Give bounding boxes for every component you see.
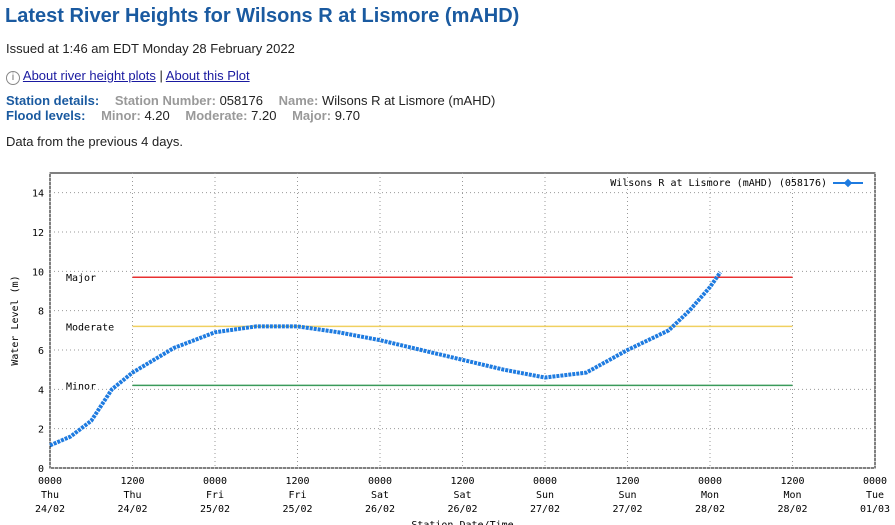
plot-frame [49, 172, 876, 469]
value: 058176 [219, 93, 263, 108]
value: Wilsons R at Lismore (mAHD) [321, 93, 496, 108]
x-tick-day: Sat [453, 490, 471, 501]
x-tick-day: Mon [701, 490, 719, 501]
x-tick-label: 1200 [120, 476, 144, 487]
station-details: Station details: Station Number: 058176 … [6, 93, 495, 108]
x-tick-label: 1200 [780, 476, 804, 487]
x-tick-day: Fri [206, 490, 224, 501]
label: Major: [292, 108, 332, 123]
y-tick-label: 2 [38, 425, 44, 436]
x-tick-day: Sun [618, 490, 636, 501]
x-tick-label: 0000 [533, 476, 557, 487]
value: 9.70 [334, 108, 360, 123]
x-tick-date: 27/02 [612, 504, 642, 515]
y-tick-label: 8 [38, 307, 44, 318]
x-tick-day: Sun [536, 490, 554, 501]
y-tick-label: 12 [32, 228, 44, 239]
x-tick-label: 0000 [203, 476, 227, 487]
x-tick-date: 26/02 [365, 504, 395, 515]
note: Data from the previous 4 days. [6, 134, 184, 149]
page-title: Latest River Heights for Wilsons R at Li… [5, 5, 520, 27]
separator: | [159, 68, 163, 83]
x-tick-day: Thu [123, 490, 141, 501]
y-tick-label: 0 [38, 464, 44, 475]
label: Station Number: [114, 93, 216, 108]
x-tick-day: Fri [288, 490, 306, 501]
label: Moderate: [185, 108, 248, 123]
flood-label: Major [66, 273, 96, 284]
x-tick-label: 1200 [450, 476, 474, 487]
x-tick-date: 24/02 [35, 504, 65, 515]
label: Name: [278, 93, 319, 108]
x-tick-date: 28/02 [695, 504, 725, 515]
info-icon: i [6, 71, 20, 85]
x-tick-day: Sat [371, 490, 389, 501]
series-line [49, 271, 722, 448]
x-tick-day: Tue [866, 490, 884, 501]
x-tick-label: 0000 [368, 476, 392, 487]
x-tick-label: 0000 [698, 476, 722, 487]
link[interactable]: About this Plot [165, 68, 250, 83]
flood-label: Moderate [66, 322, 114, 333]
x-tick-day: Mon [783, 490, 801, 501]
flood-levels: Flood levels: Minor: 4.20 Moderate: 7.20… [6, 108, 360, 123]
value: 4.20 [144, 108, 170, 123]
label: Flood levels: [6, 108, 86, 123]
links: i About river height plots | About this … [6, 68, 250, 85]
x-tick-date: 01/03 [860, 504, 890, 515]
y-tick-label: 14 [32, 189, 44, 200]
value: 7.20 [251, 108, 277, 123]
x-tick-date: 27/02 [530, 504, 560, 515]
link[interactable]: About river height plots [22, 68, 156, 83]
x-tick-date: 25/02 [200, 504, 230, 515]
x-tick-label: 1200 [615, 476, 639, 487]
x-tick-label: 0000 [38, 476, 62, 487]
label: Station details: [6, 93, 100, 108]
flood-label: Minor [66, 381, 96, 392]
issued: Issued at 1:46 am EDT Monday 28 February… [6, 41, 295, 56]
chart: 0 2 4 6 8 10 12 14 0000 Thu 24/02 1200 Thu 24/02 0000 F… [10, 172, 890, 525]
x-tick-label: 1200 [285, 476, 309, 487]
label: Minor: [101, 108, 141, 123]
x-tick-day: Thu [41, 490, 59, 501]
legend-label: Wilsons R at Lismore (mAHD) (058176) [610, 178, 827, 189]
x-tick-date: 28/02 [777, 504, 807, 515]
x-tick-label: 0000 [863, 476, 887, 487]
x-tick-date: 26/02 [447, 504, 477, 515]
y-tick-label: 10 [32, 267, 44, 278]
y-axis-label: Water Level (m) [10, 275, 21, 365]
y-tick-label: 6 [38, 346, 44, 357]
x-tick-date: 25/02 [282, 504, 312, 515]
x-tick-date: 24/02 [117, 504, 147, 515]
x-axis-label: Station Date/Time [411, 520, 513, 525]
y-tick-label: 4 [38, 385, 44, 396]
